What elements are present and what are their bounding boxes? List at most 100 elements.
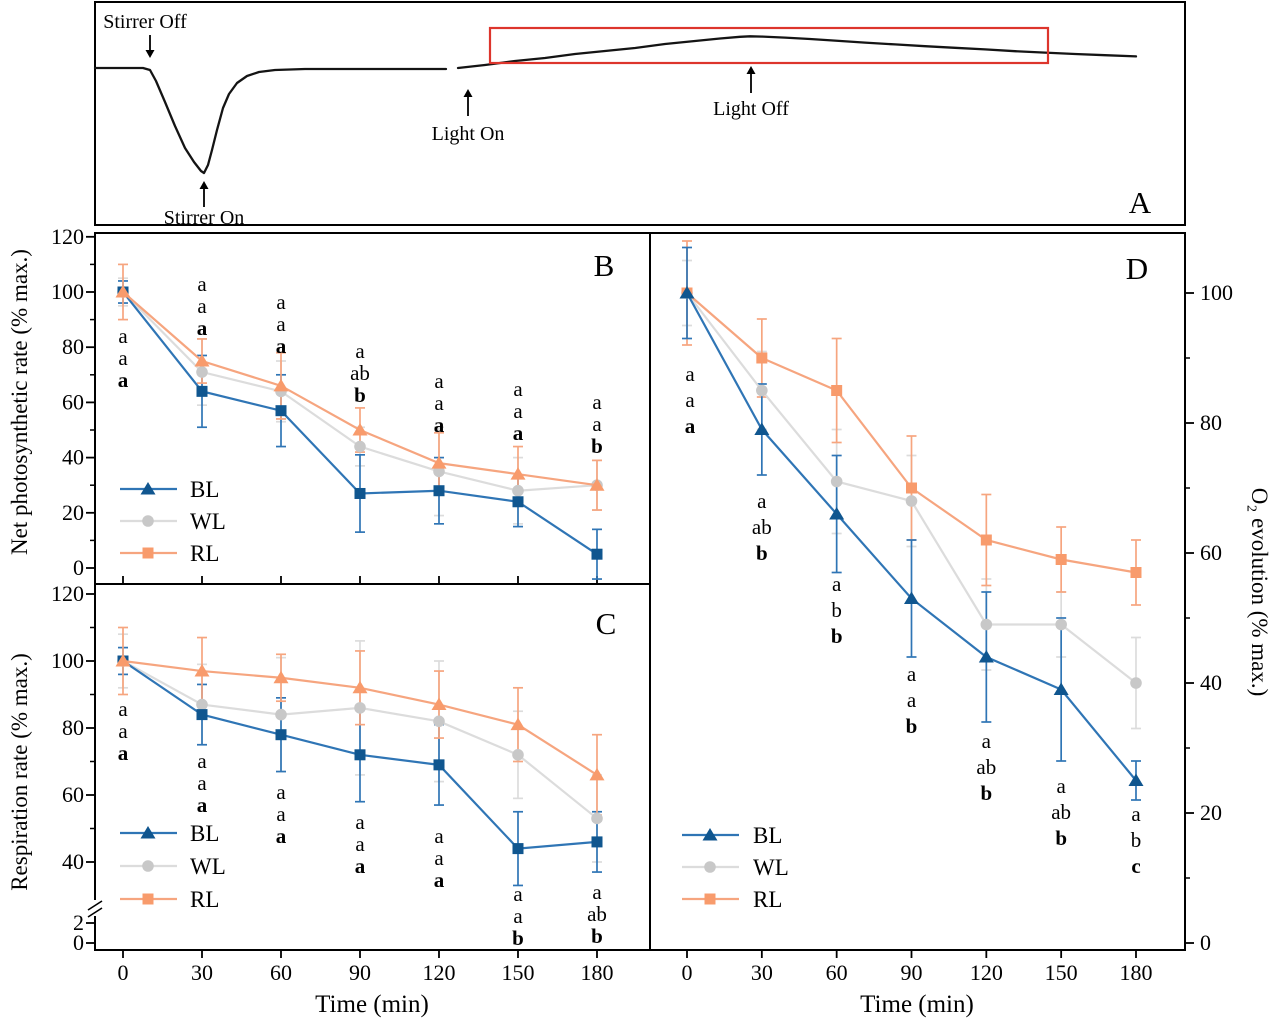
series-WL-marker bbox=[196, 698, 208, 711]
sig-letter-RL: a bbox=[197, 272, 207, 296]
sig-letter-WL: a bbox=[276, 802, 286, 826]
sig-letter-RL: a bbox=[513, 882, 523, 906]
sig-letter-WL: a bbox=[118, 719, 128, 743]
series-RL-marker bbox=[905, 482, 917, 494]
y-tick-label: 120 bbox=[51, 581, 84, 606]
series-BL-marker bbox=[903, 591, 919, 604]
series-RL-marker bbox=[273, 670, 289, 684]
panel-a-label: A bbox=[1129, 185, 1152, 220]
y-tick-label: 20 bbox=[62, 500, 84, 525]
x-tick-label: 30 bbox=[751, 960, 773, 985]
series-BL-marker bbox=[754, 422, 770, 435]
stirrer-off-label: Stirrer Off bbox=[103, 11, 187, 33]
series-WL-marker bbox=[275, 708, 287, 721]
y-tick-label: 80 bbox=[62, 715, 84, 740]
x-tick-label: 150 bbox=[501, 960, 534, 985]
sig-letter-WL: a bbox=[513, 399, 523, 423]
sig-letter-RL: a bbox=[434, 824, 444, 848]
y-tick-label: 0 bbox=[1200, 930, 1211, 955]
series-RL-markers bbox=[115, 654, 605, 781]
series-WL-marker bbox=[1130, 677, 1142, 689]
sig-letter-WL: b bbox=[1131, 828, 1142, 852]
sig-letter-BL: b bbox=[906, 714, 918, 738]
legend-RL-marker bbox=[142, 547, 154, 559]
sig-letter-WL: a bbox=[907, 688, 917, 712]
y-tick-label: 0 bbox=[73, 930, 84, 955]
panel-a-border bbox=[94, 1, 1186, 226]
x-tick-label: 180 bbox=[1119, 960, 1152, 985]
series-BL-marker bbox=[354, 749, 366, 761]
series-RL-marker bbox=[756, 352, 768, 364]
series-WL-marker bbox=[905, 495, 918, 507]
sig-letter-BL: a bbox=[118, 368, 129, 392]
series-WL-marker bbox=[354, 440, 366, 453]
sig-letter-BL: a bbox=[434, 868, 445, 892]
legend-BL-marker bbox=[702, 828, 718, 841]
sig-letter-BL: a bbox=[513, 421, 524, 445]
sig-letter-RL: a bbox=[982, 729, 992, 753]
x-tick-label: 0 bbox=[682, 960, 693, 985]
panel-B-border bbox=[94, 232, 651, 585]
axis-break-slash bbox=[87, 907, 103, 918]
series-RL-marker bbox=[352, 423, 368, 436]
series-WL-marker bbox=[756, 384, 768, 397]
sig-letter-RL: a bbox=[832, 572, 842, 596]
series-WL-marker bbox=[1055, 618, 1067, 631]
sig-letter-RL: a bbox=[757, 489, 767, 513]
sig-letter-RL: a bbox=[513, 377, 523, 401]
panel-c-y-axis-title: Respiration rate (% max.) bbox=[7, 653, 32, 891]
sig-letter-BL: b bbox=[591, 434, 603, 458]
y-tick-label: 60 bbox=[1200, 540, 1222, 565]
light-off-arrowhead bbox=[746, 66, 756, 74]
series-BL-marker bbox=[354, 487, 366, 499]
series-BL-marker bbox=[512, 843, 524, 855]
recorder-trace-segment-0 bbox=[93, 66, 448, 175]
sig-letter-WL: a bbox=[197, 771, 207, 795]
legend-WL-label: WL bbox=[753, 855, 789, 880]
panel-b-y-axis-title: Net photosynthetic rate (% max.) bbox=[7, 249, 32, 555]
light-on-arrowhead bbox=[463, 89, 473, 97]
series-BL-marker bbox=[829, 507, 845, 520]
series-BL-marker bbox=[512, 496, 524, 508]
legend-RL-label: RL bbox=[753, 887, 782, 912]
left-x-axis-title: Time (min) bbox=[315, 991, 429, 1018]
sig-letter-WL: ab bbox=[1051, 800, 1071, 824]
series-RL-marker bbox=[431, 456, 447, 469]
series-RL-marker bbox=[352, 680, 368, 694]
series-BL-marker bbox=[591, 548, 603, 560]
panel-c-label: C bbox=[596, 606, 617, 641]
sig-letter-RL: a bbox=[1131, 802, 1141, 826]
sig-letter-BL: b bbox=[980, 781, 992, 805]
sig-letter-WL: a bbox=[355, 832, 365, 856]
legend-BL-label: BL bbox=[190, 821, 219, 846]
sig-letter-WL: ab bbox=[587, 902, 607, 926]
sig-letter-RL: a bbox=[118, 324, 128, 348]
sig-letter-BL: a bbox=[276, 824, 287, 848]
series-BL-marker bbox=[433, 759, 445, 771]
sig-letter-RL: a bbox=[685, 362, 695, 386]
stirrer-off-arrowhead bbox=[145, 50, 155, 58]
legend-RL-label: RL bbox=[190, 541, 219, 566]
sig-letter-BL: a bbox=[118, 741, 129, 765]
light-on-label: Light On bbox=[432, 123, 505, 145]
x-tick-label: 90 bbox=[900, 960, 922, 985]
series-RL-marker bbox=[431, 697, 447, 711]
recorder-trace-segment-1 bbox=[456, 35, 1138, 70]
sig-letter-BL: a bbox=[197, 793, 208, 817]
series-BL-marker bbox=[196, 709, 208, 721]
legend-WL-marker bbox=[142, 860, 154, 872]
series-BL-marker bbox=[679, 286, 695, 299]
x-tick-label: 120 bbox=[422, 960, 455, 985]
series-RL-marker bbox=[115, 285, 131, 298]
x-tick-label: 120 bbox=[970, 960, 1003, 985]
x-tick-label: 90 bbox=[349, 960, 371, 985]
series-WL-marker bbox=[591, 812, 603, 825]
sig-letter-BL: a bbox=[685, 414, 696, 438]
legend-BL-label: BL bbox=[753, 823, 782, 848]
y-tick-label: 40 bbox=[62, 849, 84, 874]
sig-letter-RL: a bbox=[276, 780, 286, 804]
